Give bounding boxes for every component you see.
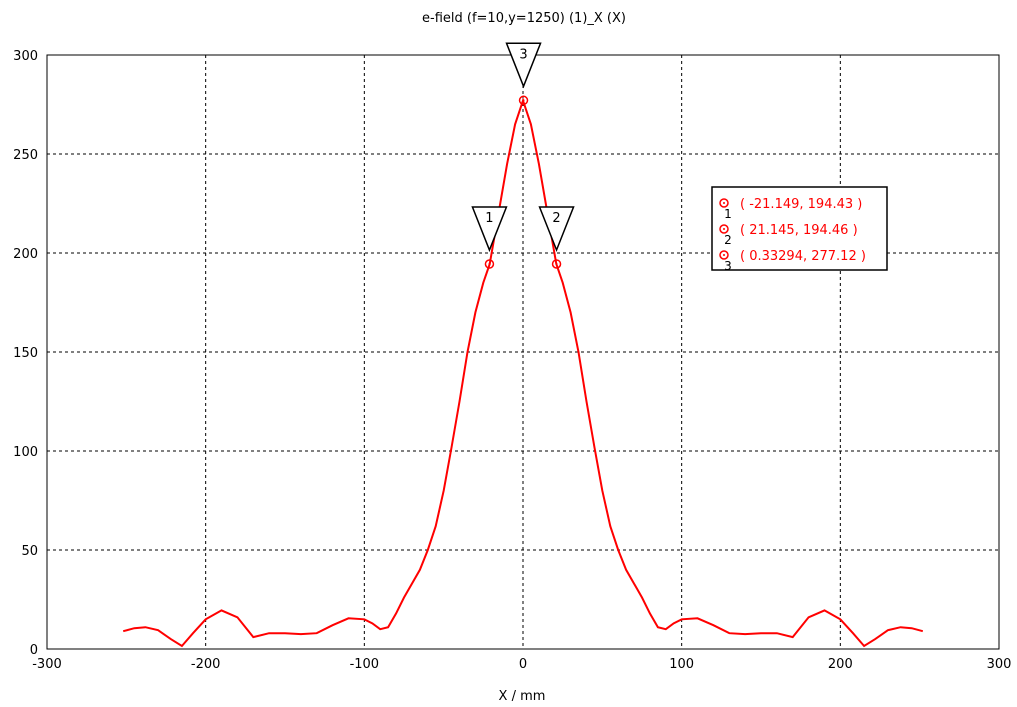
x-tick-label: 200 xyxy=(828,657,853,672)
marker-point xyxy=(551,259,562,269)
legend-marker xyxy=(719,250,729,260)
marker-3: 3 xyxy=(505,42,542,106)
x-tick-label: -300 xyxy=(32,657,62,672)
y-tick-label: 0 xyxy=(30,643,38,658)
legend: 1 ( -21.149, 194.43 ) 2 ( 21.145, 194.46 ) 3… xyxy=(711,186,888,273)
y-tick-label: 50 xyxy=(21,544,38,559)
marker-label: 2 xyxy=(552,211,560,226)
legend-entry: 3 ( 0.33294, 277.12 ) xyxy=(719,249,866,273)
ticks: -300 -200 -100 0 100 200 300 0 50 100 150 200 250 300 xyxy=(13,49,1011,672)
legend-marker xyxy=(719,224,729,234)
x-tick-label: 300 xyxy=(987,657,1012,672)
marker-1: 1 xyxy=(471,206,508,269)
marker-2: 2 xyxy=(538,206,575,269)
y-tick-label: 200 xyxy=(13,247,38,262)
x-tick-label: -100 xyxy=(350,657,380,672)
marker-point xyxy=(484,259,495,269)
y-tick-label: 100 xyxy=(13,445,38,460)
grid xyxy=(47,55,999,649)
legend-text: ( -21.149, 194.43 ) xyxy=(740,197,862,212)
legend-index: 2 xyxy=(724,233,732,247)
legend-entry: 1 ( -21.149, 194.43 ) xyxy=(719,197,862,221)
marker-flag xyxy=(505,42,542,89)
chart-title: e-field (f=10,y=1250) (1)_X (X) xyxy=(422,11,626,26)
legend-marker-dot xyxy=(723,228,725,230)
legend-marker xyxy=(719,198,729,208)
marker-label: 1 xyxy=(485,211,493,226)
x-tick-label: -200 xyxy=(191,657,221,672)
legend-entry: 2 ( 21.145, 194.46 ) xyxy=(719,223,858,247)
y-tick-label: 150 xyxy=(13,346,38,361)
y-tick-label: 300 xyxy=(13,49,38,64)
marker-dot xyxy=(488,263,491,266)
marker-dot xyxy=(555,262,558,265)
legend-index: 3 xyxy=(724,259,732,273)
marker-dot xyxy=(522,99,525,102)
x-axis-label: X / mm xyxy=(499,689,546,704)
legend-marker-dot xyxy=(723,202,725,204)
legend-box xyxy=(711,186,888,271)
x-tick-label: 0 xyxy=(519,657,527,672)
legend-index: 1 xyxy=(724,207,732,221)
marker-label: 3 xyxy=(519,47,527,62)
y-tick-label: 250 xyxy=(13,148,38,163)
markers-layer: 1 2 3 xyxy=(471,42,575,269)
legend-text: ( 21.145, 194.46 ) xyxy=(740,223,858,238)
legend-text: ( 0.33294, 277.12 ) xyxy=(740,249,866,264)
marker-flag xyxy=(538,206,575,253)
marker-point xyxy=(518,95,529,106)
x-tick-label: 100 xyxy=(669,657,694,672)
legend-marker-dot xyxy=(723,254,725,256)
marker-flag xyxy=(471,206,508,253)
